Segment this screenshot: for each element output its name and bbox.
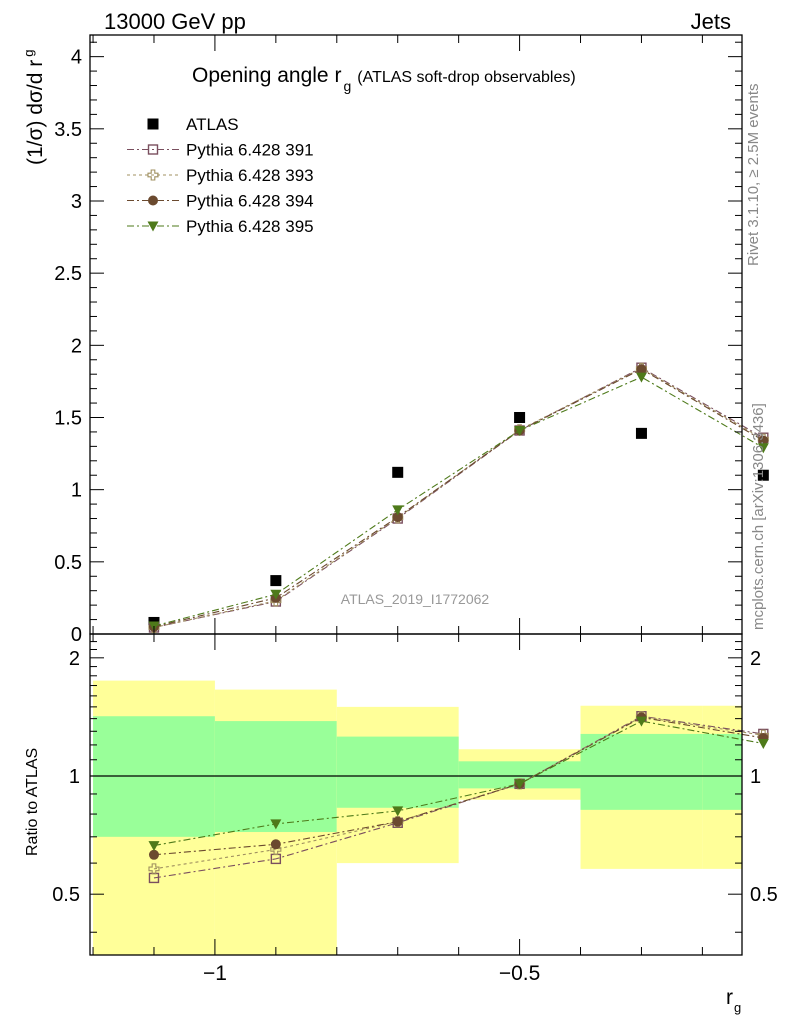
legend-entry: Pythia 6.428 395 [127,217,314,236]
data-point [635,427,647,439]
ratio-x-tick-label: −1 [203,962,227,985]
legend: ATLAS Pythia 6.428 391 Pythia 6.428 393 Pyt… [127,115,314,236]
legend-entry: Pythia 6.428 393 [127,166,314,185]
ratio-band-green [336,736,459,808]
legend-entry: Pythia 6.428 394 [127,192,314,211]
main-y-tick-label: 0.5 [54,552,82,574]
main-y-tick-label: 3.5 [54,119,82,141]
data-point [270,575,282,587]
ratio-point [392,816,403,827]
legend-marker [147,169,159,181]
analysis-watermark: ATLAS_2019_I1772062 [341,591,490,607]
main-y-tick-label: 4 [71,47,82,69]
main-title-extra: (ATLAS soft-drop observables) [357,69,575,86]
main-title-text: Opening angle r [192,64,341,87]
main-y-label: (1/σ) dσ/d r g [21,49,47,165]
data-point [514,411,526,423]
main-y-tick-label: 1.5 [54,407,82,429]
ratio-x-label: rg [726,986,741,1015]
ratio-y-tick-label: 1 [69,766,80,788]
data-point [392,466,404,478]
ratio-y-tick-label-right: 0.5 [750,884,778,906]
legend-label: Pythia 6.428 394 [186,192,314,211]
main-title: Opening angle r g (ATLAS soft-drop observa… [192,64,576,94]
series-line [153,376,764,627]
ratio-y-tick-label: 0.5 [52,884,80,906]
ratio-x-tick-label: −0.5 [499,962,540,985]
main-y-tick-label: 3 [71,191,82,213]
legend-label: Pythia 6.428 395 [186,217,314,236]
series-line [153,367,764,629]
ratio-point [270,819,282,830]
legend-entry: Pythia 6.428 391 [127,141,314,160]
legend-marker [147,221,159,232]
ratio-x-label-text: r [726,986,733,1009]
data-point [636,364,647,375]
legend-marker [148,195,158,206]
ratio-y-tick-label: 2 [69,648,80,670]
ratio-point [635,716,647,727]
legend-entry: ATLAS [147,115,239,134]
main-title-sub: g [343,78,351,94]
legend-marker [147,144,159,155]
legend-marker [147,118,159,130]
main-y-label-text: (1/σ) dσ/d r [24,60,47,165]
ratio-y-label: Ratio to ATLAS [24,748,41,856]
legend-label: Pythia 6.428 393 [186,166,314,185]
ratio-frame [89,633,743,956]
legend-label: Pythia 6.428 391 [186,141,314,160]
ratio-band-green [702,733,742,810]
ratio-point [148,863,160,875]
ratio-x-label-sub: g [734,1000,741,1015]
data-point [757,469,769,481]
main-y-tick-label: 2.5 [54,263,82,285]
ratio-y-tick-label-right: 2 [750,648,761,670]
main-y-tick-label: 2 [71,335,82,357]
legend-label: ATLAS [186,115,239,134]
data-point [270,589,282,600]
ratio-point [148,841,160,852]
main-y-tick-label: 1 [71,480,82,502]
rivet-version-label: Rivet 3.1.10, ≥ 2.5M events [745,83,762,267]
mcplots-label: mcplots.cern.ch [arXiv:1306.3436] [750,403,767,630]
ratio-point [270,839,281,850]
ratio-point [514,779,526,790]
header-left: 13000 GeV pp [104,9,246,34]
ratio-series-line [153,720,764,847]
ratio-band-green [580,733,703,810]
axes: 0 0.5 1 1.5 2 2.5 3 3.5 4 −1 −0.5 0.5 0.5 1 1 2 2 [52,34,778,985]
ratio-plot [148,711,769,884]
data-point [758,435,769,446]
main-plot [148,362,769,634]
data-point [392,505,404,516]
series-line [153,367,764,629]
data-point [635,372,647,383]
main-y-tick-label: 0 [71,624,82,646]
data-point [514,425,526,436]
header-right: Jets [691,9,731,34]
ratio-point [757,739,769,750]
series-line [153,368,764,628]
ratio-series-3 [148,716,769,852]
ratio-point [392,806,404,817]
ratio-point [148,849,159,860]
data-point [392,512,403,523]
main-y-label-sub: g [21,49,36,56]
ratio-series-line [153,716,764,856]
data-point [757,443,769,454]
ratio-y-tick-label-right: 1 [750,766,761,788]
